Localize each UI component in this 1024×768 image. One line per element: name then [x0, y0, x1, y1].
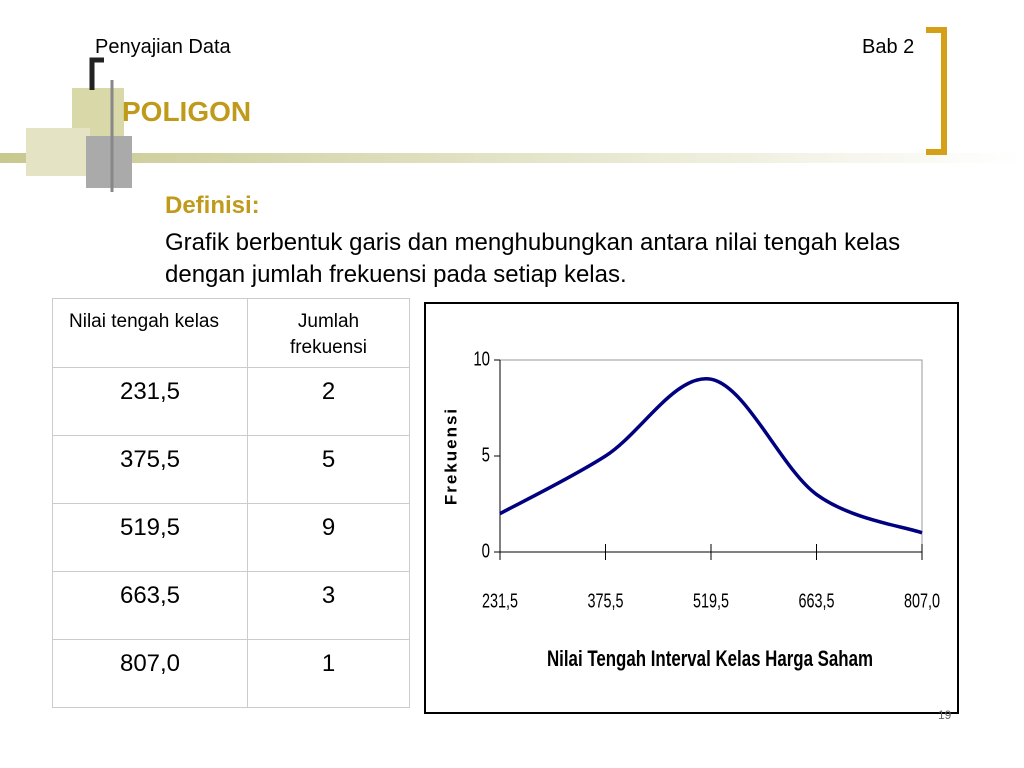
table-cell: 9 [247, 503, 410, 572]
table-cell: 1 [247, 639, 410, 708]
x-tick-label: 375,5 [588, 589, 624, 612]
y-tick-label: 0 [482, 539, 490, 562]
y-tick-label: 5 [482, 443, 490, 466]
table-cell: 519,5 [52, 503, 248, 572]
table-cell: 807,0 [52, 639, 248, 708]
slide-title: POLIGON [122, 96, 252, 127]
decoration [0, 27, 1024, 192]
table-cell: 663,5 [52, 571, 248, 640]
x-tick-label: 519,5 [693, 589, 729, 612]
data-line [499, 377, 923, 535]
chart: Frekuensi Nilai Tengah Interval Kelas Ha… [424, 302, 959, 714]
table-cell: 3 [247, 571, 410, 640]
table-row: 807,0 1 [52, 639, 410, 708]
data-table: Nilai tengah kelas Jumlah frekuensi 231,… [52, 298, 410, 708]
x-tick-label: 231,5 [482, 589, 518, 612]
table-cell: 5 [247, 435, 410, 504]
table-row: 519,5 9 [52, 503, 410, 572]
definition-heading: Definisi: [165, 192, 260, 219]
header-left: Penyajian Data [95, 36, 231, 58]
definition-text: Grafik berbentuk garis dan menghubungkan… [165, 229, 901, 288]
table-row: 663,5 3 [52, 571, 410, 640]
table-cell: 231,5 [52, 367, 248, 436]
table-cell: 375,5 [52, 435, 248, 504]
y-axis-label: Frekuensi [441, 407, 460, 505]
table-body: 231,5 2 375,5 5 519,5 9 663,5 3 807,0 1 [52, 367, 410, 708]
table-header: Nilai tengah kelas [52, 298, 248, 368]
table-row: 231,5 2 [52, 367, 410, 436]
x-tick-label: 663,5 [799, 589, 835, 612]
y-tick-label: 10 [473, 347, 490, 370]
table-cell: 2 [247, 367, 410, 436]
page-number: 19 [938, 708, 952, 722]
header-right: Bab 2 [862, 36, 915, 58]
table-row: 375,5 5 [52, 435, 410, 504]
x-tick-label: 807,0 [904, 589, 940, 612]
table-header: Jumlah frekuensi [247, 298, 410, 368]
x-axis-label: Nilai Tengah Interval Kelas Harga Saham [547, 646, 873, 671]
